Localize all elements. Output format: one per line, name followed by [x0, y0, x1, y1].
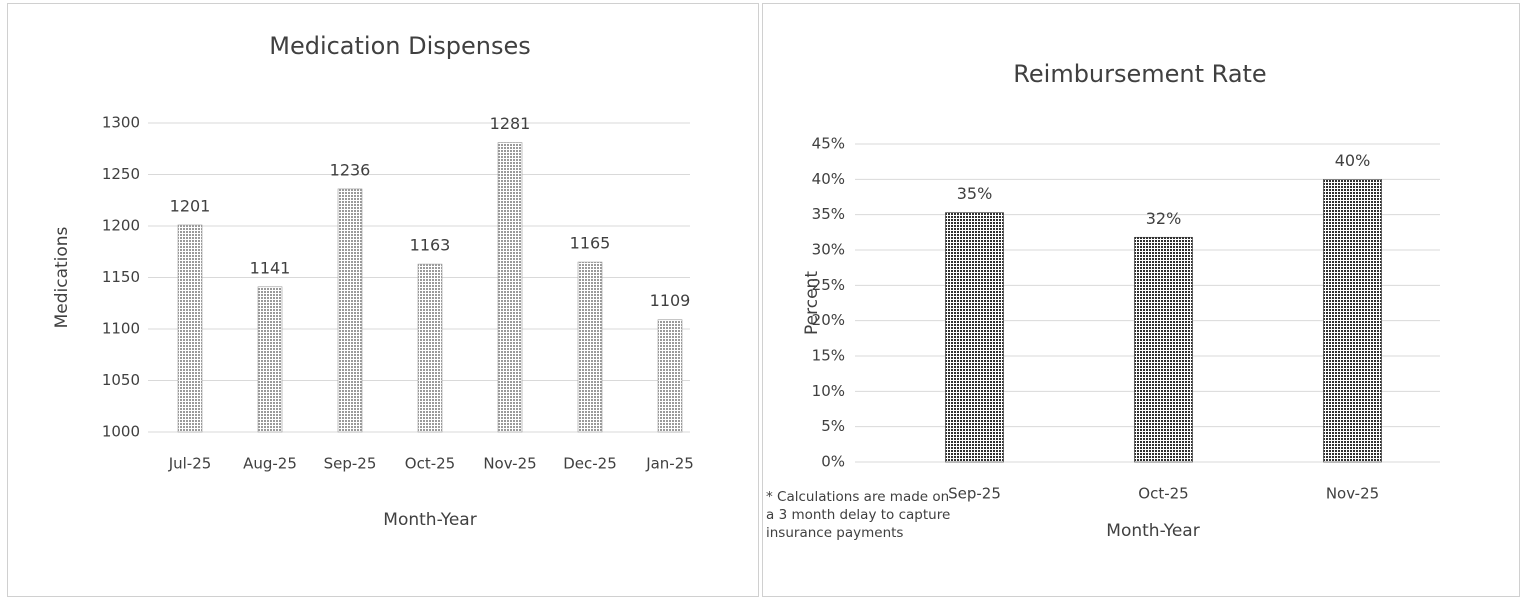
y-tick-label: 1250 — [102, 165, 140, 183]
y-tick-label: 1200 — [102, 217, 140, 235]
bar — [945, 212, 1004, 463]
x-tick-label: Jan-25 — [645, 455, 694, 473]
chart-title: Reimbursement Rate — [1013, 60, 1266, 88]
x-axis-label: Month-Year — [383, 510, 476, 530]
x-tick-label: Nov-25 — [483, 455, 536, 473]
bar — [1134, 236, 1193, 463]
data-label: 1236 — [330, 160, 371, 179]
bar — [657, 319, 683, 433]
y-axis-label: Medications — [52, 226, 72, 328]
data-label: 35% — [957, 184, 993, 203]
y-tick-label: 1300 — [102, 114, 140, 132]
y-tick-label: 0% — [821, 453, 845, 471]
x-tick-label: Oct-25 — [405, 455, 455, 473]
panel — [762, 3, 1520, 597]
y-axis-label: Percent — [802, 271, 822, 335]
data-label: 1201 — [170, 196, 211, 215]
data-label: 1281 — [490, 114, 531, 133]
bar — [417, 263, 443, 433]
y-tick-label: 10% — [812, 382, 845, 400]
x-tick-label: Sep-25 — [948, 485, 1001, 503]
x-tick-label: Aug-25 — [243, 455, 297, 473]
chart-title: Medication Dispenses — [269, 32, 531, 60]
bar — [1323, 179, 1382, 463]
data-label: 1163 — [410, 236, 451, 255]
bar — [497, 142, 523, 433]
note: * Calculations are made on a 3 month del… — [766, 489, 951, 541]
data-label: 40% — [1335, 151, 1371, 170]
y-tick-label: 35% — [812, 205, 845, 223]
y-tick-label: 1100 — [102, 320, 140, 338]
x-tick-label: Jul-25 — [168, 455, 212, 473]
y-tick-label: 25% — [812, 276, 845, 294]
bar — [577, 261, 603, 433]
y-tick-label: 1000 — [102, 423, 140, 441]
y-tick-label: 30% — [812, 241, 845, 259]
x-tick-label: Nov-25 — [1326, 485, 1379, 503]
x-tick-label: Oct-25 — [1138, 485, 1188, 503]
bar — [177, 224, 203, 433]
data-label: 1165 — [570, 234, 611, 253]
panel — [7, 3, 759, 597]
x-axis-label: Month-Year — [1106, 521, 1199, 541]
y-tick-label: 1150 — [102, 268, 140, 286]
bar — [337, 188, 363, 433]
data-label: 32% — [1146, 209, 1182, 228]
y-tick-label: 20% — [812, 311, 845, 329]
data-label: 1141 — [250, 258, 291, 277]
data-label: 1109 — [650, 291, 691, 310]
y-tick-label: 5% — [821, 417, 845, 435]
y-tick-label: 15% — [812, 347, 845, 365]
y-tick-label: 40% — [812, 170, 845, 188]
x-tick-label: Dec-25 — [563, 455, 617, 473]
bar — [257, 286, 283, 433]
y-tick-label: 45% — [812, 135, 845, 153]
y-tick-label: 1050 — [102, 371, 140, 389]
x-tick-label: Sep-25 — [324, 455, 377, 473]
